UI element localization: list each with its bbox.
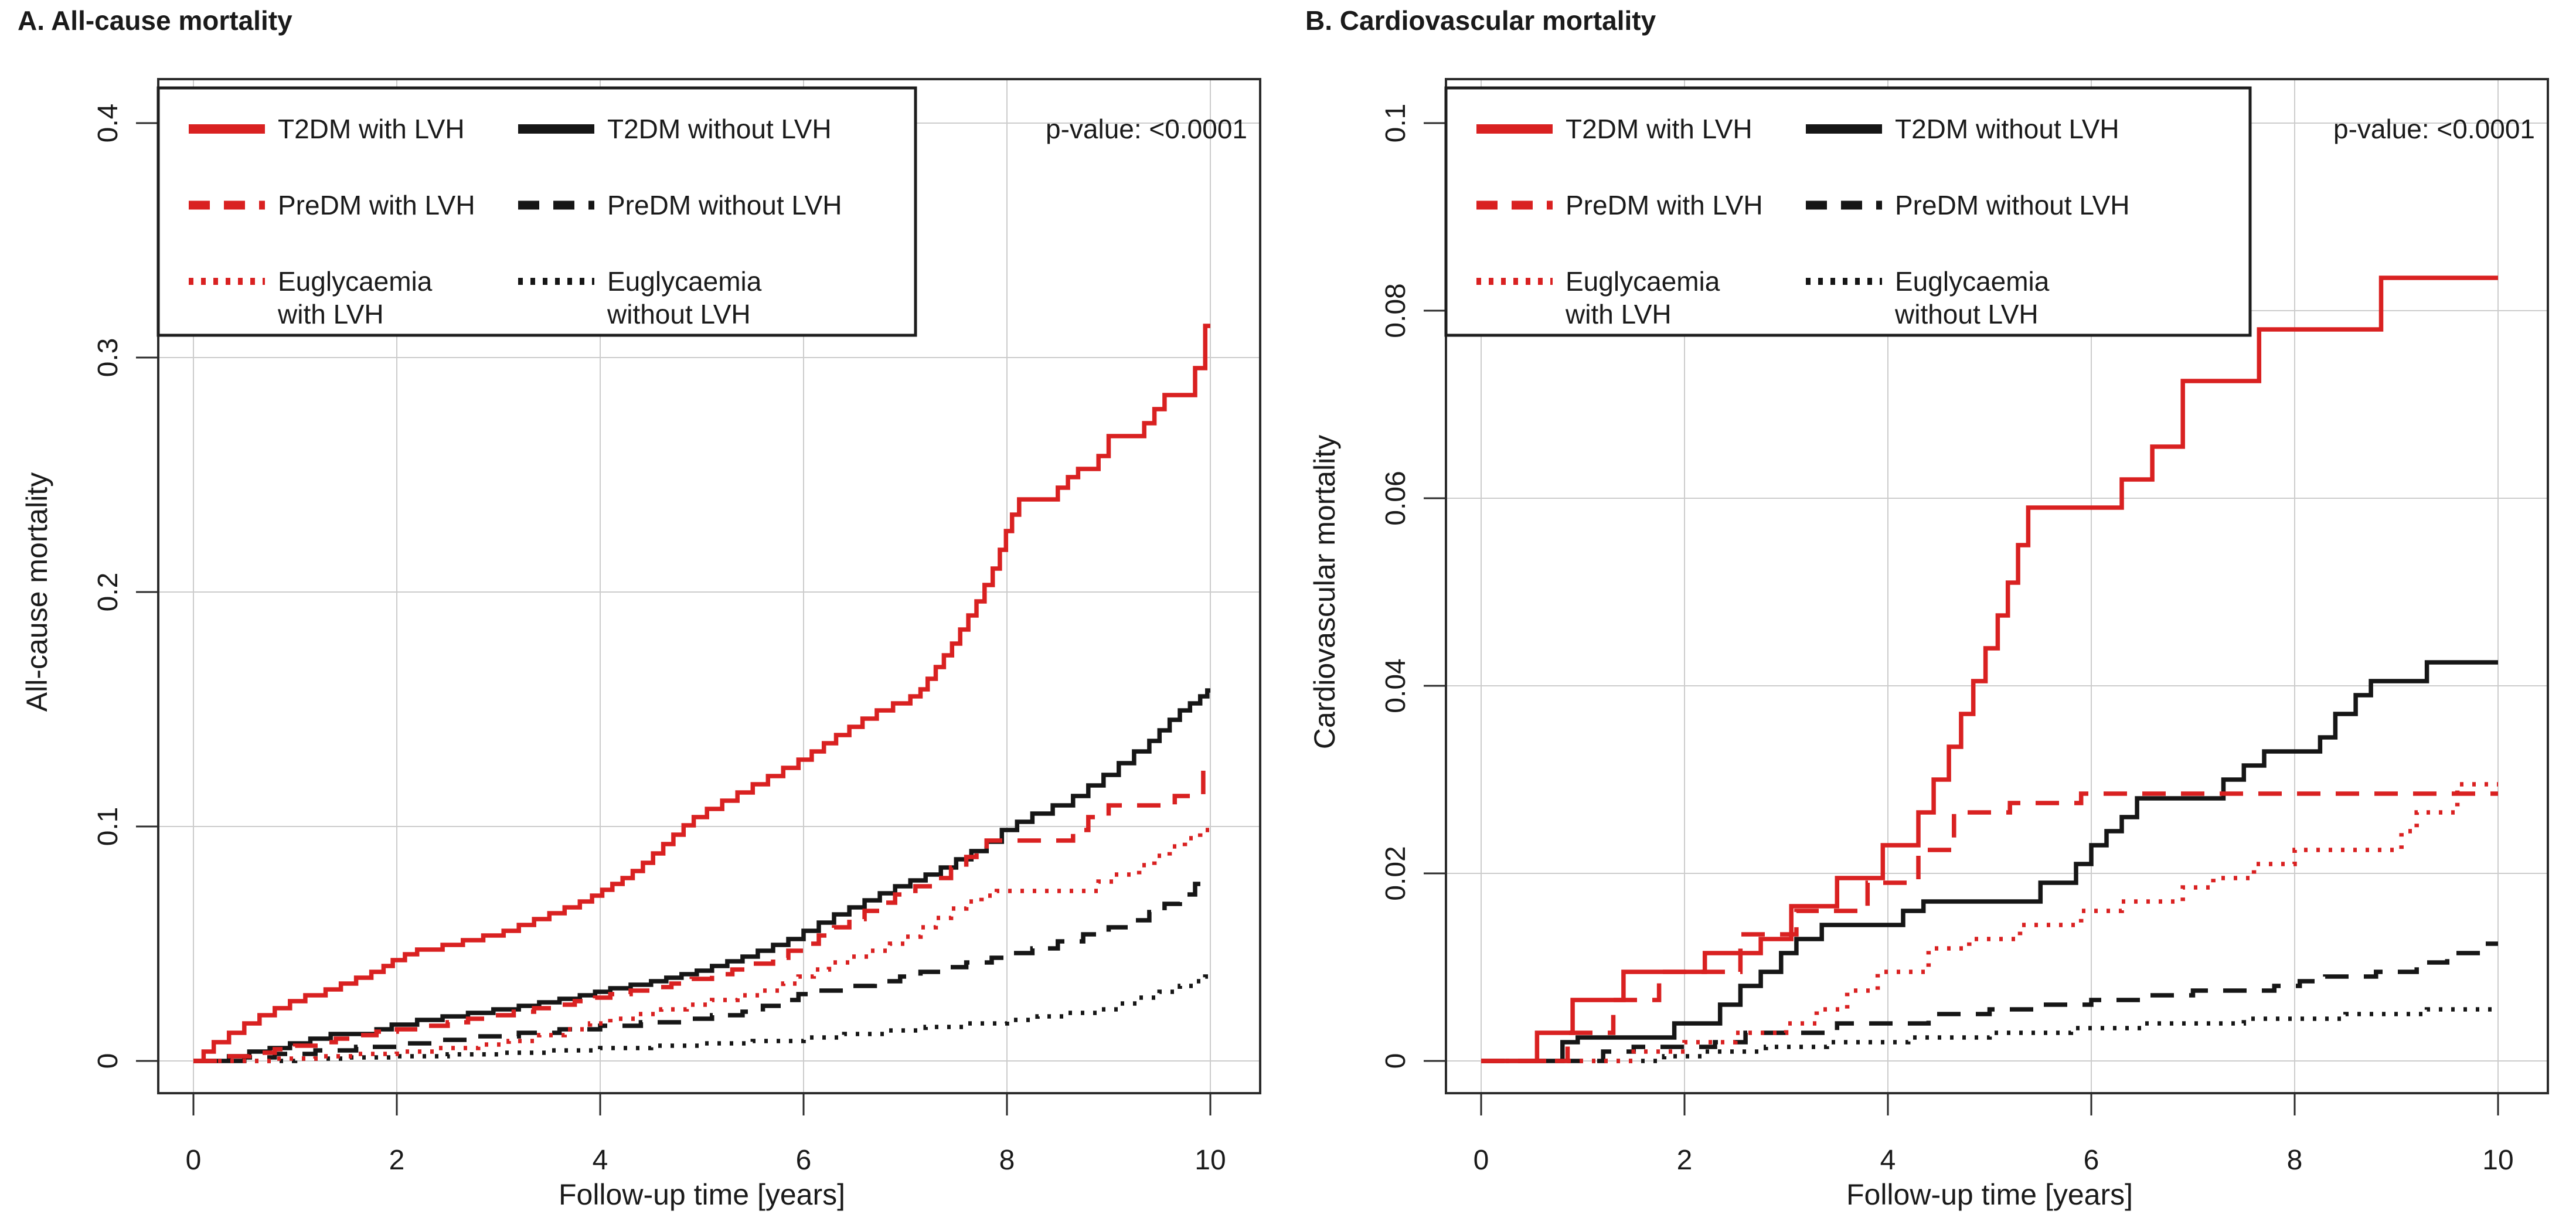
svg-text:10: 10 (2482, 1145, 2513, 1176)
legend-label: T2DM with LVH (1566, 114, 1753, 144)
p-value-label: p-value: <0.0001 (2333, 114, 2535, 144)
svg-text:2: 2 (389, 1145, 405, 1176)
svg-text:0: 0 (1380, 1053, 1411, 1069)
legend-label: PreDM with LVH (1566, 190, 1763, 220)
panel-b-title: B. Cardiovascular mortality (1305, 5, 1656, 36)
x-axis-label: Follow-up time [years] (559, 1178, 845, 1211)
svg-text:0.02: 0.02 (1380, 846, 1411, 900)
legend-label: T2DM without LVH (607, 114, 832, 144)
svg-text:0.04: 0.04 (1380, 658, 1411, 713)
series-curves (193, 324, 1210, 1063)
legend-label: Euglycaemia with LVH (1565, 266, 1720, 329)
legend-label: Euglycaemia without LVH (1894, 266, 2050, 329)
curve-predm-without-lvh (1481, 941, 2498, 1063)
svg-text:8: 8 (2287, 1145, 2303, 1176)
legend-label: T2DM with LVH (278, 114, 465, 144)
curve-euglycaemia-without-lvh (193, 974, 1210, 1063)
y-axis: 0 0.1 0.2 0.3 0.4 All-cause mortality (21, 104, 158, 1069)
curve-t2dm-with-lvh (1481, 275, 2498, 1063)
svg-text:0.08: 0.08 (1380, 283, 1411, 338)
p-value-label: p-value: <0.0001 (1046, 114, 1247, 144)
y-axis-label: Cardiovascular mortality (1308, 435, 1341, 749)
svg-text:0: 0 (93, 1053, 124, 1069)
svg-text:4: 4 (593, 1145, 608, 1176)
plot-frame (1445, 78, 2549, 1094)
svg-text:0.4: 0.4 (93, 104, 124, 143)
x-axis-label: Follow-up time [years] (1846, 1178, 2133, 1211)
y-axis: 0 0.02 0.04 0.06 0.08 0.1 Cardiovascular morta… (1308, 104, 1446, 1069)
svg-text:4: 4 (1880, 1145, 1896, 1176)
legend-label: Euglycaemia with LVH (277, 266, 433, 329)
legend-label: PreDM with LVH (278, 190, 475, 220)
curve-t2dm-without-lvh (1481, 660, 2498, 1063)
panel-a: A. All-cause mortality 0 2 4 6 8 10 Follow-up … (18, 5, 1261, 1211)
legend-label: T2DM without LVH (1895, 114, 2119, 144)
svg-text:0: 0 (1474, 1145, 1489, 1176)
svg-text:10: 10 (1195, 1145, 1226, 1176)
svg-text:0.3: 0.3 (93, 338, 124, 377)
curve-predm-with-lvh (1481, 791, 2498, 1063)
svg-text:0.1: 0.1 (93, 807, 124, 846)
svg-text:6: 6 (2084, 1145, 2099, 1176)
legend-label: Euglycaemia without LVH (607, 266, 762, 329)
curve-t2dm-with-lvh (193, 324, 1210, 1063)
svg-text:0.06: 0.06 (1380, 471, 1411, 525)
curve-predm-with-lvh (193, 761, 1210, 1063)
svg-text:0: 0 (186, 1145, 202, 1176)
svg-text:6: 6 (796, 1145, 812, 1176)
panel-b-chart: 0 2 4 6 8 10 Follow-up time [years] 0 0.02 0.04 0.… (1308, 78, 2549, 1211)
legend: T2DM with LVH PreDM with LVH Euglycaemia wi… (1444, 86, 2252, 337)
plot-frame (157, 78, 1261, 1094)
svg-text:2: 2 (1677, 1145, 1693, 1176)
svg-text:0.2: 0.2 (93, 573, 124, 612)
curve-t2dm-without-lvh (193, 688, 1210, 1063)
curve-euglycaemia-with-lvh (1481, 782, 2498, 1063)
x-axis: 0 2 4 6 8 10 Follow-up time [years] (1474, 1093, 2514, 1211)
svg-text:0.1: 0.1 (1380, 104, 1411, 143)
panel-a-title: A. All-cause mortality (18, 5, 292, 36)
legend-label: PreDM without LVH (1895, 190, 2130, 220)
legend-label: PreDM without LVH (607, 190, 842, 220)
svg-text:8: 8 (999, 1145, 1015, 1176)
series-curves (1481, 275, 2498, 1063)
panel-b: B. Cardiovascular mortality 0 2 4 6 8 10 Follo… (1288, 0, 2575, 1228)
legend: T2DM with LVH PreDM with LVH Euglycaemia wi… (156, 86, 917, 337)
y-axis-label: All-cause mortality (21, 472, 53, 712)
x-axis: 0 2 4 6 8 10 Follow-up time [years] (186, 1093, 1226, 1211)
